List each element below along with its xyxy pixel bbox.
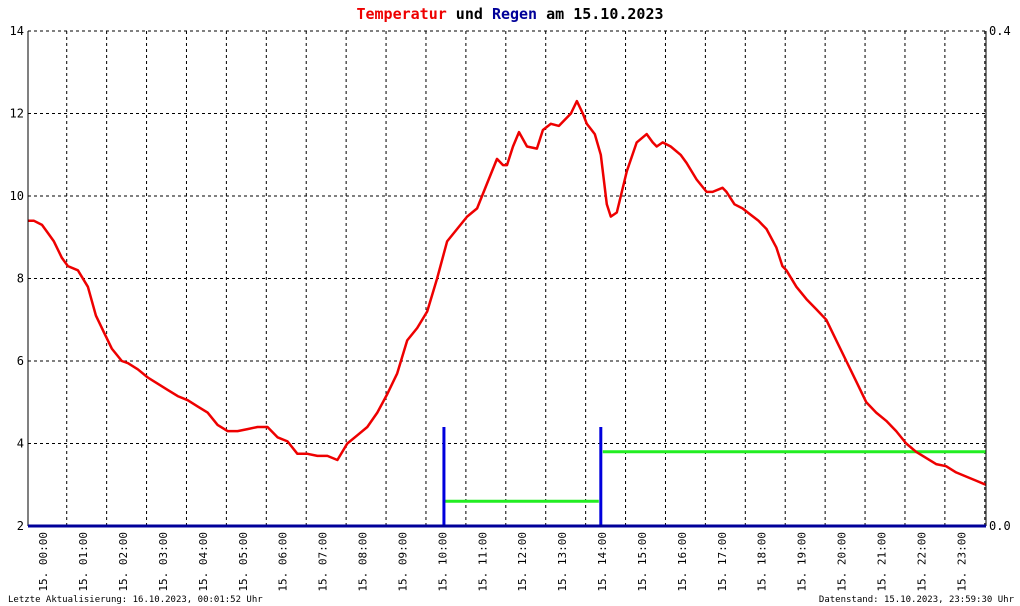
- x-tick-label: 15. 08:00: [357, 532, 370, 592]
- x-tick-label: 15. 11:00: [476, 532, 489, 592]
- title-und: und: [447, 5, 492, 23]
- x-tick-label: 15. 18:00: [756, 532, 769, 592]
- x-tick-label: 15. 21:00: [875, 532, 888, 592]
- x-tick-label: 15. 14:00: [596, 532, 609, 592]
- x-tick-label: 15. 05:00: [237, 532, 250, 592]
- title-date: am 15.10.2023: [537, 5, 663, 23]
- y-tick-label: 4: [17, 437, 24, 451]
- axes: [27, 31, 987, 528]
- x-tick-label: 15. 19:00: [796, 532, 809, 592]
- chart-title: Temperatur und Regen am 15.10.2023: [356, 5, 663, 23]
- tick-labels: 14 12 10 8 6 4 2 0.4 0.0 15. 00:00 15. 01:00 15. 02…: [10, 24, 1011, 592]
- x-tick-label: 15. 20:00: [836, 532, 849, 592]
- x-tick-label: 15. 16:00: [676, 532, 689, 592]
- x-tick-label: 15. 22:00: [915, 532, 928, 592]
- x-tick-label: 15. 02:00: [117, 532, 130, 592]
- x-tick-label: 15. 15:00: [636, 532, 649, 592]
- x-tick-label: 15. 03:00: [157, 532, 170, 592]
- x-tick-label: 15. 23:00: [955, 532, 968, 592]
- footer-data-status: Datenstand: 15.10.2023, 23:59:30 Uhr: [819, 595, 1015, 605]
- title-temperature: Temperatur: [356, 5, 446, 23]
- y2-tick-label: 0.0: [989, 519, 1011, 533]
- x-tick-label: 15. 12:00: [516, 532, 529, 592]
- x-tick-label: 15. 07:00: [317, 532, 330, 592]
- x-tick-label: 15. 13:00: [556, 532, 569, 592]
- footer-last-update: Letzte Aktualisierung: 16.10.2023, 00:01…: [8, 595, 263, 605]
- x-tick-label: 15. 09:00: [396, 532, 409, 592]
- y2-tick-label: 0.4: [989, 24, 1011, 38]
- x-tick-label: 15. 06:00: [277, 532, 290, 592]
- x-tick-label: 15. 01:00: [77, 532, 90, 592]
- y-tick-label: 2: [17, 519, 24, 533]
- x-tick-label: 15. 10:00: [436, 532, 449, 592]
- temperature-line: [28, 99, 987, 486]
- y-tick-label: 8: [17, 272, 24, 286]
- y-tick-label: 14: [10, 24, 24, 38]
- y-tick-label: 12: [10, 107, 24, 121]
- x-tick-label: 15. 00:00: [37, 532, 50, 592]
- y-tick-label: 6: [17, 354, 24, 368]
- y-tick-label: 10: [10, 189, 24, 203]
- x-tick-label: 15. 17:00: [716, 532, 729, 592]
- title-rain: Regen: [492, 5, 537, 23]
- series: [28, 99, 987, 526]
- x-tick-label: 15. 04:00: [197, 532, 210, 592]
